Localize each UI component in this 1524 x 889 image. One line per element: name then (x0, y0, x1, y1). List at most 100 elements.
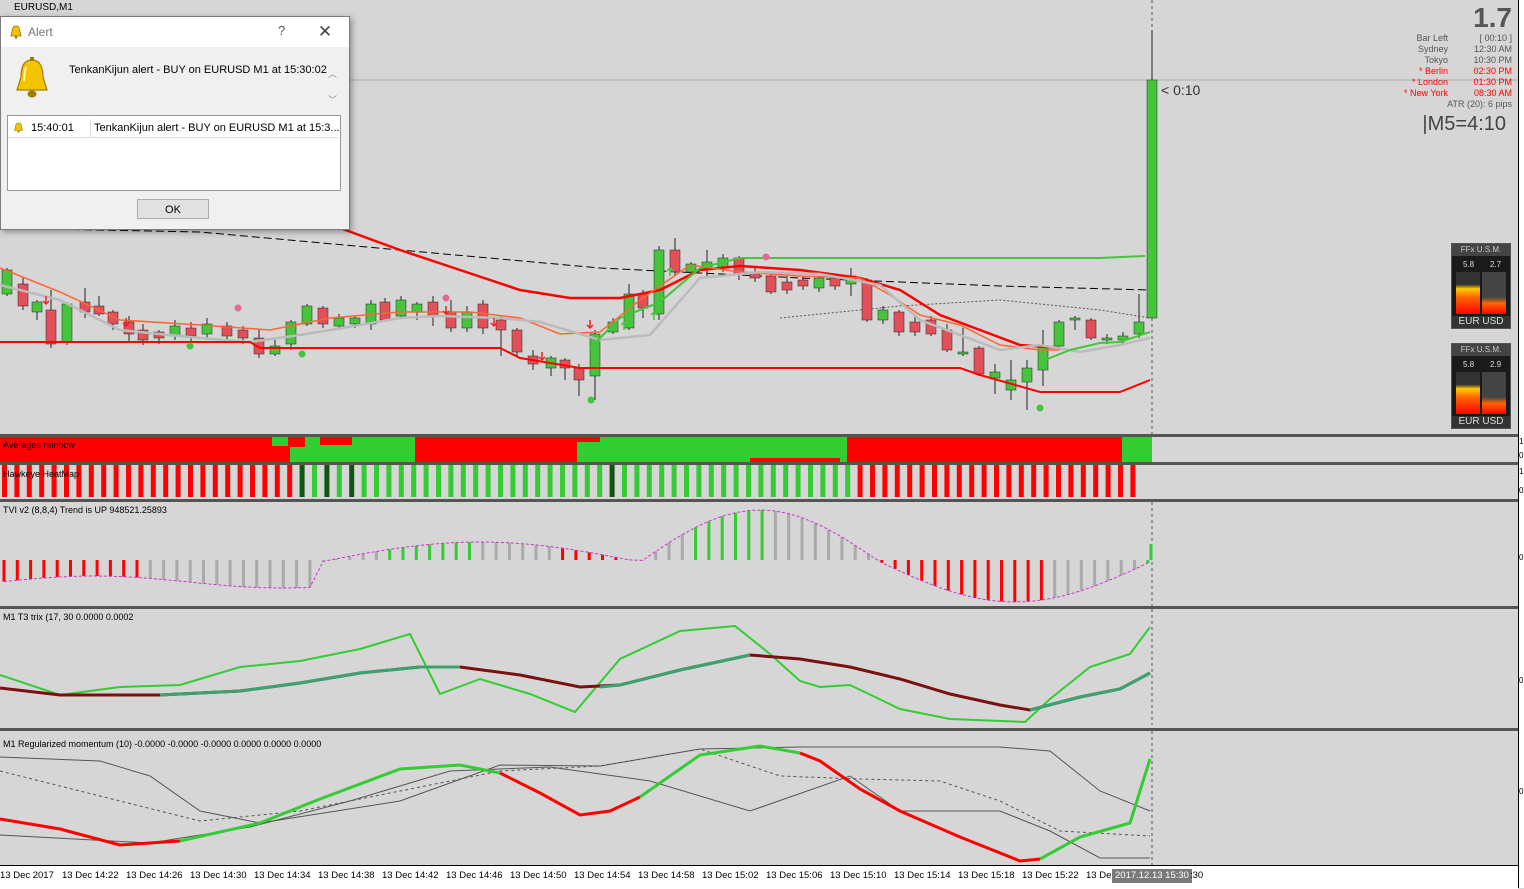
list-item[interactable]: 15:40:01 TenkanKijun alert - BUY on EURU… (8, 119, 340, 138)
time-axis-label: 13 Dec 15:22 (1022, 870, 1079, 881)
candle (909, 316, 921, 336)
heatmap-bar (547, 465, 553, 497)
scale-tick: 0 (1519, 451, 1524, 460)
candle (893, 310, 905, 336)
alert-titlebar[interactable]: Alert ? ✕ (1, 17, 349, 47)
signal-dot (298, 350, 306, 358)
tvi-pane[interactable]: TVI v2 (8,8,4) Trend is UP 948521.25893 (0, 502, 1518, 606)
candle (781, 276, 793, 294)
usm-meter-2: FFx U.S.M. 5.8 2.9 EUR USD (1451, 343, 1511, 429)
heatmap-bar (832, 465, 838, 497)
heatmap-bar (882, 465, 888, 497)
sell-arrow (538, 352, 546, 362)
heatmap-bar (671, 465, 677, 497)
rainbow-segment (1020, 437, 1071, 443)
alert-history-list[interactable]: 15:40:01 TenkanKijun alert - BUY on EURU… (7, 115, 341, 191)
ok-button[interactable]: OK (137, 199, 209, 219)
axis-tail-label: :30 (1190, 870, 1204, 881)
tvi-histogram (2, 502, 1153, 606)
candle-body (623, 293, 635, 329)
candle (1021, 360, 1033, 410)
heatmap-bar (374, 465, 379, 497)
rainbow-segment (272, 446, 290, 462)
heatmap-bar (163, 465, 169, 497)
scale-tick: 0 (1519, 787, 1524, 796)
candle-body (797, 279, 809, 287)
heatmap-bar (262, 465, 268, 497)
averages-rainbow-pane[interactable]: Averages rainbow (0, 437, 1518, 462)
heatmap-bar (1006, 465, 1012, 497)
candle (701, 250, 713, 276)
usm-header: FFx U.S.M. (1452, 344, 1510, 356)
momentum-pane[interactable]: M1 Regularized momentum (10) -0.0000 -0.… (0, 731, 1518, 865)
price-scale[interactable] (1518, 0, 1524, 888)
rainbow-segment (415, 437, 463, 462)
candle (317, 306, 329, 328)
city-name: * Berlin (1418, 66, 1448, 76)
heatmap-bar (336, 465, 342, 497)
time-axis-label: 13 Dec 15:10 (830, 870, 887, 881)
heatmap-bar (584, 465, 590, 497)
scroll-up-icon[interactable]: ︿ (328, 69, 338, 79)
time-axis[interactable]: 13 Dec 2017 13 Dec 14:22 13 Dec 14:26 13 De… (0, 865, 1518, 889)
alert-title: Alert (28, 25, 53, 39)
heatmap-bar (1118, 465, 1123, 497)
time-axis-label: 13 Dec 14:50 (510, 870, 567, 881)
heatmap-bar (721, 465, 727, 497)
trix-pane[interactable]: M1 T3 trix (17, 30 0.0000 0.0002 (0, 609, 1518, 725)
alert-time: 15:40:01 (31, 122, 74, 134)
candle (797, 276, 809, 290)
help-button[interactable]: ? (278, 23, 286, 38)
usm-value-2: 2.9 (1490, 360, 1502, 369)
signal-dot (234, 304, 242, 312)
heatmap-bar (1043, 465, 1049, 497)
candle-body (349, 317, 361, 325)
heatmap-bar (274, 465, 280, 497)
city-time: 02:30 PM (1473, 66, 1512, 76)
heatmap-bar (510, 465, 516, 497)
candle-body (301, 305, 313, 325)
heatmap-bar (1130, 465, 1136, 497)
heatmap-bar (150, 465, 156, 497)
candle-body (573, 367, 585, 381)
heatmap-bar (733, 465, 739, 497)
pane-label: TVI v2 (8,8,4) Trend is UP 948521.25893 (3, 505, 167, 515)
bell-icon (10, 25, 22, 39)
heatmap-bar (126, 465, 131, 497)
candle (1053, 320, 1065, 347)
close-icon: ✕ (317, 22, 333, 41)
signal-dot (186, 342, 194, 350)
heatmap-bar (684, 465, 689, 497)
heatmap-bar (845, 465, 851, 497)
chart-title: EURUSD,M1 (14, 2, 73, 13)
time-axis-label: 13 Dec 2017 (0, 870, 54, 881)
heatmap-bar (622, 465, 627, 497)
heatmap-bar (386, 465, 392, 497)
pane-label: Averages rainbow (3, 440, 75, 450)
candle (813, 276, 825, 292)
scale-tick: 0 (1519, 676, 1524, 685)
candle (545, 356, 557, 376)
countdown-label: < 0:10 (1161, 82, 1201, 98)
heatmap-bar (225, 465, 231, 497)
heatmap-bar (39, 465, 45, 497)
candle-body (989, 371, 1001, 379)
candle-body (1101, 337, 1113, 341)
heatmap-pane[interactable]: Hawkeye HeatMap (0, 465, 1518, 499)
close-button[interactable]: ✕ (314, 21, 336, 43)
heatmap-bar (659, 465, 665, 497)
heatmap-bar (535, 465, 541, 497)
heatmap-bar (746, 465, 751, 497)
scale-tick: 1 (1519, 437, 1524, 446)
candle-body (909, 321, 921, 333)
scroll-down-icon[interactable]: ﹀ (328, 95, 338, 105)
alert-dialog[interactable]: Alert ? ✕ TenkanKijun alert - BUY on EUR… (0, 16, 350, 230)
time-axis-label: 13 Dec 14:42 (382, 870, 439, 881)
usm-footer: EUR USD (1452, 416, 1510, 428)
heatmap-bar (101, 465, 107, 497)
candle-body (1, 269, 13, 295)
candle-body (1021, 367, 1033, 383)
heatmap-bar (944, 465, 950, 497)
momentum-lines (0, 731, 1153, 865)
rainbow-segment (463, 437, 577, 462)
